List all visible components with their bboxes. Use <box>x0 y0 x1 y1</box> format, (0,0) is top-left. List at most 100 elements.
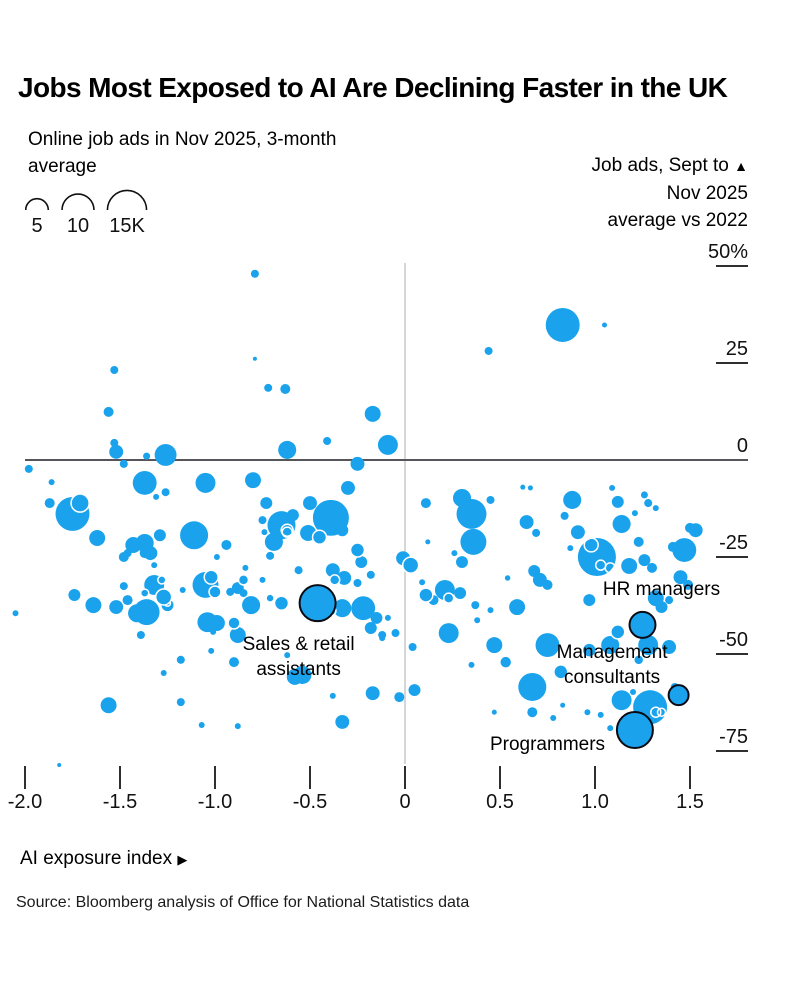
bubble <box>128 604 147 623</box>
bubble <box>303 496 317 511</box>
source-note: Source: Bloomberg analysis of Office for… <box>16 894 470 911</box>
y-axis-title-line1: Job ads, Sept to ▲ <box>592 152 748 180</box>
ring-bubble <box>203 569 219 585</box>
bubble <box>408 684 421 697</box>
bubble <box>577 537 616 577</box>
bubble <box>364 405 381 422</box>
bubble <box>560 511 569 520</box>
bubble <box>601 322 608 328</box>
bubble <box>221 539 232 550</box>
bubble <box>57 762 62 767</box>
bubble <box>350 456 365 471</box>
bubble <box>278 440 297 459</box>
x-axis-title-text: AI exposure index <box>20 848 173 869</box>
bubble <box>370 611 383 624</box>
x-tick-label: -1.5 <box>103 791 137 813</box>
bubble <box>366 570 375 579</box>
bubble <box>611 690 632 711</box>
bubble <box>198 722 205 728</box>
bubble <box>456 556 468 569</box>
bubble <box>379 635 386 642</box>
x-tick-label: -0.5 <box>293 791 327 813</box>
bubble <box>213 554 220 560</box>
ring-bubble <box>418 587 434 603</box>
chart-subtitle: Online job ads in Nov 2025, 3-month aver… <box>28 129 337 177</box>
ring-bubble <box>265 593 275 603</box>
bubble <box>384 614 391 621</box>
ring-bubble <box>503 573 512 583</box>
bubble <box>264 383 273 392</box>
bubble <box>484 346 493 355</box>
bubble <box>242 596 261 615</box>
bubble <box>151 562 158 569</box>
x-tick-label: -2.0 <box>8 791 42 813</box>
bubble <box>563 490 582 509</box>
page-title: Jobs Most Exposed to AI Are Declining Fa… <box>18 72 728 103</box>
y-tick-label: 25 <box>726 338 748 360</box>
bubble <box>662 640 677 654</box>
bubble <box>364 622 377 634</box>
x-tick-label: 0 <box>399 791 410 813</box>
bubble <box>419 579 426 586</box>
bubble <box>638 554 651 567</box>
bubble <box>208 614 225 631</box>
bubble <box>333 599 352 618</box>
bubble <box>667 541 678 552</box>
bubble <box>143 452 151 460</box>
inner-ring <box>656 707 667 717</box>
ring-bubble <box>401 556 420 574</box>
ring-bubble <box>632 654 645 666</box>
bubble <box>611 495 624 508</box>
bubble <box>136 630 145 639</box>
size-legend-label: 15K <box>109 215 145 237</box>
bubble <box>123 549 132 558</box>
ring-bubble <box>157 575 167 585</box>
bubble <box>132 470 157 495</box>
bubble <box>245 472 261 489</box>
bubble <box>597 711 604 718</box>
bubble <box>325 563 340 578</box>
bubble <box>527 485 533 491</box>
bubble <box>468 661 475 668</box>
bubble <box>655 601 668 614</box>
size-legend-arc <box>61 193 95 211</box>
bubble <box>607 725 614 732</box>
size-legend-arc <box>24 197 50 211</box>
bubble <box>242 564 249 571</box>
ring-bubbles <box>70 493 645 680</box>
bubble <box>353 578 362 588</box>
bubble <box>119 459 128 468</box>
bubble <box>109 600 124 615</box>
bubble <box>518 672 547 701</box>
bubble <box>153 529 166 542</box>
ring-bubble <box>610 624 626 640</box>
bubble <box>633 536 644 547</box>
x-axis-ticks: -2.0 -1.5 -1.0 -0.5 0 0.5 1.0 1.5 <box>8 766 704 813</box>
bubble <box>452 488 472 508</box>
ring-bubble <box>311 529 328 545</box>
bubble <box>532 528 541 537</box>
bubble <box>519 515 534 530</box>
bubble <box>229 657 239 668</box>
management-consultants-label: Management <box>556 641 668 663</box>
bubble <box>631 510 638 517</box>
bubble <box>154 444 177 466</box>
x-tick-label: 0.5 <box>486 791 514 813</box>
ring-bubble <box>227 616 241 630</box>
bubble <box>329 692 336 699</box>
bubble <box>234 723 241 730</box>
bubble <box>351 596 376 621</box>
management-consultants-label: consultants <box>564 667 661 689</box>
bubble <box>665 596 674 605</box>
bubble <box>286 509 299 522</box>
x-tick-label: 1.5 <box>676 791 704 813</box>
bubble <box>110 438 119 447</box>
bubble <box>68 589 81 601</box>
right-triangle-icon: ▶ <box>177 852 188 867</box>
bubble <box>652 505 659 512</box>
y-axis-title-line2: Nov 2025 <box>666 183 748 204</box>
bubble <box>109 444 124 459</box>
bubble <box>176 698 185 707</box>
bubble <box>125 536 142 553</box>
